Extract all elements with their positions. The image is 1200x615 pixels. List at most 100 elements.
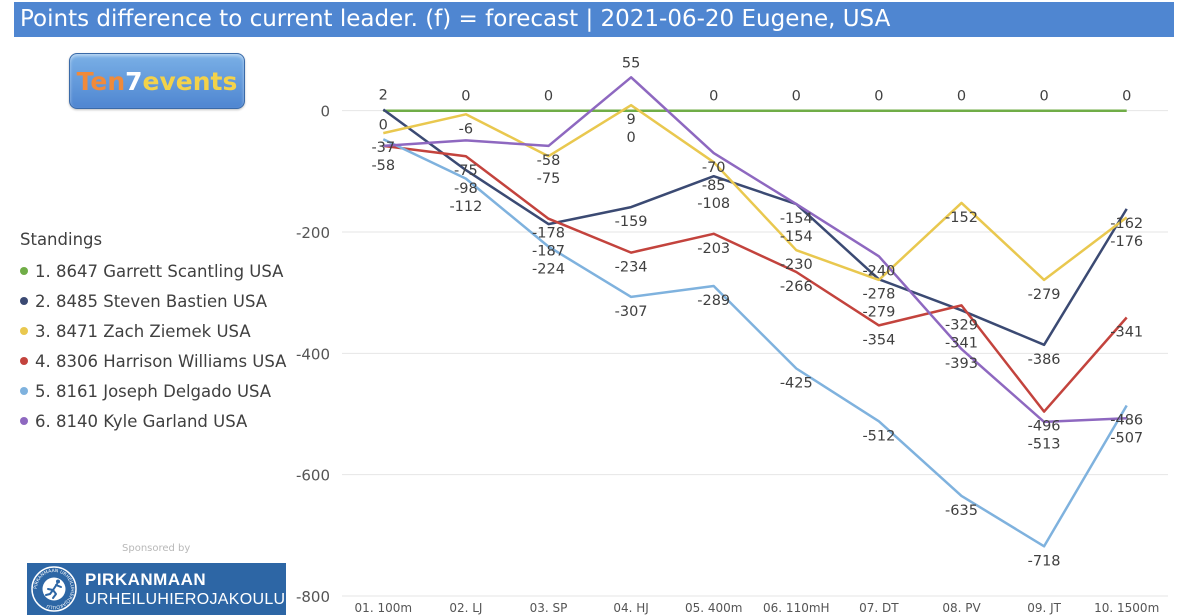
legend-items: 1. 8647 Garrett Scantling USA 2. 8485 Ste… — [20, 256, 286, 436]
data-label: -386 — [1028, 352, 1061, 368]
data-label: -187 — [532, 244, 565, 260]
data-label: 0 — [544, 89, 553, 105]
runner-emblem-icon: PIRKANMAAN URHEILUHIEROJAKOULU — [31, 566, 77, 612]
series-line-3 — [383, 103, 1128, 282]
data-label: -279 — [862, 304, 895, 320]
legend-marker — [20, 417, 28, 425]
legend-label: 5. 8161 Joseph Delgado USA — [35, 381, 272, 401]
logo-text-ten: Ten — [76, 66, 126, 96]
data-label: -37 — [371, 140, 395, 156]
data-label: -635 — [945, 503, 978, 519]
data-label: -224 — [532, 262, 565, 278]
data-label: 0 — [461, 89, 470, 105]
data-label: -230 — [780, 257, 813, 273]
x-tick-label: 03. SP — [530, 601, 568, 615]
data-label: -176 — [1110, 234, 1143, 250]
data-label: -75 — [537, 171, 561, 187]
data-label: -159 — [615, 214, 648, 230]
data-label: 9 — [626, 112, 635, 128]
y-tick-label: -400 — [296, 345, 330, 363]
series-line-6 — [383, 76, 1127, 424]
logo-text-seven: 7 — [125, 66, 143, 96]
legend-item[interactable]: 2. 8485 Steven Bastien USA — [20, 286, 286, 316]
data-label: 0 — [792, 89, 801, 105]
data-label: -279 — [1028, 287, 1061, 303]
data-label: -341 — [1110, 325, 1143, 341]
data-label: -513 — [1028, 437, 1061, 453]
sponsored-by-label: Sponsored by — [122, 543, 191, 554]
sponsor-name-line1: PIRKANMAAN — [85, 570, 207, 589]
y-tick-label: -600 — [296, 467, 330, 485]
data-label: -278 — [862, 286, 895, 302]
data-label: -266 — [780, 279, 813, 295]
data-label: -307 — [615, 304, 648, 320]
data-label: 0 — [874, 89, 883, 105]
legend-title: Standings — [20, 230, 103, 249]
data-label: -85 — [702, 178, 726, 194]
data-label: -70 — [702, 160, 726, 176]
legend-marker — [20, 357, 28, 365]
data-label: -234 — [615, 260, 648, 276]
x-tick-label: 08. PV — [942, 601, 981, 615]
legend-label: 3. 8471 Zach Ziemek USA — [35, 321, 251, 341]
x-tick-label: 10. 1500m — [1094, 601, 1159, 615]
data-label: -154 — [780, 229, 813, 245]
data-label: -718 — [1028, 553, 1061, 569]
legend-item[interactable]: 5. 8161 Joseph Delgado USA — [20, 376, 286, 406]
data-label: -58 — [537, 153, 561, 169]
x-tick-label: 02. LJ — [449, 601, 482, 615]
data-label: -75 — [454, 163, 478, 179]
data-label: 0 — [379, 118, 388, 134]
data-label: -512 — [862, 428, 895, 444]
data-label: -6 — [459, 121, 473, 137]
ten7events-logo: Ten 7 events — [69, 53, 245, 109]
y-tick-label: 0 — [320, 103, 330, 121]
legend-label: 6. 8140 Kyle Garland USA — [35, 411, 248, 431]
y-tick-label: -800 — [296, 588, 330, 606]
legend-marker — [20, 267, 28, 275]
series-line-5 — [382, 138, 1128, 548]
data-label: -112 — [449, 199, 482, 215]
data-label: -289 — [697, 293, 730, 309]
data-label: 0 — [957, 89, 966, 105]
data-label: -425 — [780, 376, 813, 392]
legend-item[interactable]: 1. 8647 Garrett Scantling USA — [20, 256, 286, 286]
data-label: 0 — [626, 130, 635, 146]
data-label: -58 — [371, 158, 395, 174]
x-tick-label: 01. 100m — [355, 601, 413, 615]
data-label: -152 — [945, 210, 978, 226]
data-label: -329 — [945, 317, 978, 333]
data-label: -393 — [945, 356, 978, 372]
legend-marker — [20, 387, 28, 395]
legend-item[interactable]: 6. 8140 Kyle Garland USA — [20, 406, 286, 436]
data-label: -108 — [697, 196, 730, 212]
x-tick-label: 05. 400m — [685, 601, 743, 615]
legend: Standings 1. 8647 Garrett Scantling USA 2… — [20, 230, 286, 436]
data-label: -154 — [780, 211, 813, 227]
x-tick-label: 06. 110mH — [763, 601, 830, 615]
x-tick-label: 09. JT — [1027, 601, 1061, 615]
data-label: 0 — [1039, 89, 1048, 105]
data-label: 2 — [379, 87, 388, 103]
data-label: -98 — [454, 181, 478, 197]
data-label: -162 — [1110, 216, 1143, 232]
data-label: -178 — [532, 226, 565, 242]
data-label: -507 — [1110, 431, 1143, 447]
legend-label: 1. 8647 Garrett Scantling USA — [35, 261, 284, 281]
x-tick-label: 07. DT — [859, 601, 899, 615]
sponsor-name-line2: URHEILUHIEROJAKOULU — [85, 591, 286, 608]
legend-item[interactable]: 3. 8471 Zach Ziemek USA — [20, 316, 286, 346]
series-line-2 — [382, 108, 1128, 347]
x-tick-label: 04. HJ — [613, 601, 648, 615]
legend-marker — [20, 327, 28, 335]
data-label: 0 — [1122, 89, 1131, 105]
legend-marker — [20, 297, 28, 305]
data-label: 0 — [709, 89, 718, 105]
legend-label: 2. 8485 Steven Bastien USA — [35, 291, 268, 311]
y-tick-label: -200 — [296, 224, 330, 242]
data-label: -203 — [697, 241, 730, 257]
data-label: -354 — [862, 332, 895, 348]
legend-item[interactable]: 4. 8306 Harrison Williams USA — [20, 346, 286, 376]
sponsor-banner: PIRKANMAAN URHEILUHIEROJAKOULU PIRKANMAA… — [27, 563, 286, 615]
